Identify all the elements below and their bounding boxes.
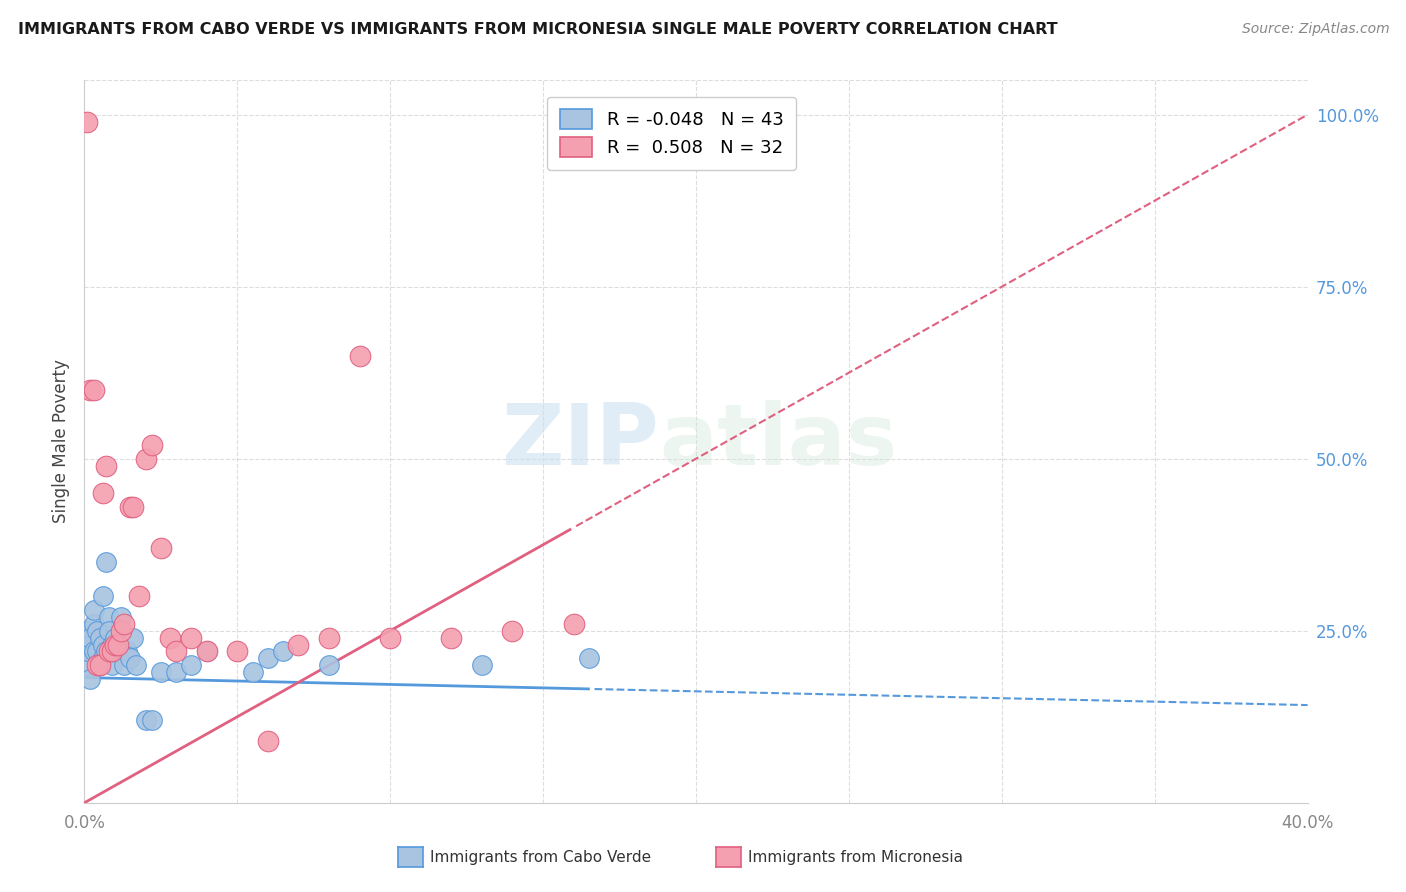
Point: [120, 651, 142, 665]
Point: [226, 644, 249, 658]
Point: [135, 451, 157, 466]
Point: [165, 644, 187, 658]
Point: [110, 610, 132, 624]
Point: [141, 438, 163, 452]
Point: [242, 665, 264, 679]
Point: [122, 500, 145, 514]
Point: [86, 624, 108, 638]
Point: [97, 624, 120, 638]
Point: [104, 638, 127, 652]
Text: Immigrants from Micronesia: Immigrants from Micronesia: [748, 850, 963, 864]
Point: [112, 658, 135, 673]
Text: IMMIGRANTS FROM CABO VERDE VS IMMIGRANTS FROM MICRONESIA SINGLE MALE POVERTY COR: IMMIGRANTS FROM CABO VERDE VS IMMIGRANTS…: [18, 22, 1057, 37]
Point: [318, 631, 340, 645]
Point: [115, 644, 138, 658]
Point: [94, 555, 117, 569]
Point: [318, 658, 340, 673]
Point: [97, 610, 120, 624]
Point: [471, 658, 494, 673]
Point: [79, 383, 101, 397]
Point: [180, 658, 202, 673]
Text: Immigrants from Cabo Verde: Immigrants from Cabo Verde: [430, 850, 651, 864]
Point: [104, 631, 127, 645]
Point: [440, 631, 463, 645]
Point: [97, 644, 120, 658]
Point: [141, 713, 163, 727]
Point: [149, 665, 172, 679]
Point: [128, 590, 150, 604]
Point: [165, 665, 187, 679]
Point: [112, 616, 135, 631]
Point: [104, 644, 127, 658]
Y-axis label: Single Male Poverty: Single Male Poverty: [52, 359, 70, 524]
Point: [271, 644, 294, 658]
Point: [578, 651, 600, 665]
Point: [86, 644, 108, 658]
Point: [89, 658, 111, 673]
Point: [125, 658, 148, 673]
Point: [135, 713, 157, 727]
Point: [79, 638, 101, 652]
Point: [195, 644, 218, 658]
Point: [83, 644, 105, 658]
Point: [195, 644, 218, 658]
Point: [83, 383, 105, 397]
Point: [110, 624, 132, 638]
Text: Source: ZipAtlas.com: Source: ZipAtlas.com: [1241, 22, 1389, 37]
Point: [76, 624, 98, 638]
Point: [562, 616, 585, 631]
Point: [101, 638, 124, 652]
Legend: R = -0.048   N = 43, R =  0.508   N = 32: R = -0.048 N = 43, R = 0.508 N = 32: [547, 96, 796, 169]
Point: [89, 631, 111, 645]
Point: [83, 616, 105, 631]
Point: [76, 644, 98, 658]
Point: [107, 638, 129, 652]
Point: [86, 658, 108, 673]
Point: [149, 541, 172, 556]
Point: [76, 658, 98, 673]
Point: [94, 458, 117, 473]
Point: [122, 631, 145, 645]
Point: [91, 590, 114, 604]
Point: [349, 349, 371, 363]
Point: [101, 658, 124, 673]
Point: [180, 631, 202, 645]
Point: [257, 734, 280, 748]
Point: [91, 638, 114, 652]
Point: [380, 631, 402, 645]
Text: ZIP: ZIP: [502, 400, 659, 483]
Point: [101, 644, 124, 658]
Point: [257, 651, 280, 665]
Point: [120, 500, 142, 514]
Point: [91, 486, 114, 500]
Point: [79, 672, 101, 686]
Point: [83, 603, 105, 617]
Point: [107, 638, 129, 652]
Point: [502, 624, 524, 638]
Point: [287, 638, 309, 652]
Point: [79, 631, 101, 645]
Text: atlas: atlas: [659, 400, 897, 483]
Point: [89, 658, 111, 673]
Point: [76, 114, 98, 128]
Point: [94, 644, 117, 658]
Point: [91, 651, 114, 665]
Point: [159, 631, 181, 645]
